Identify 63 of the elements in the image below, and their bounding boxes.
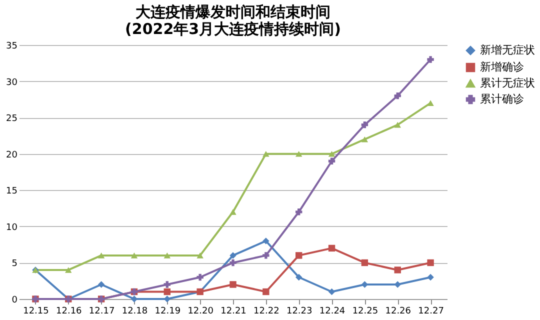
- point: [427, 100, 434, 106]
- x-tick-label: 12.25: [352, 306, 378, 316]
- point: [328, 244, 336, 252]
- point: [394, 281, 401, 288]
- point: [164, 252, 171, 258]
- x-tick-label: 12.26: [385, 306, 412, 316]
- point: [262, 288, 270, 296]
- point: [164, 288, 171, 296]
- y-tick-label: 25: [6, 114, 18, 124]
- y-tick-label: 30: [6, 78, 18, 88]
- point: [394, 92, 401, 100]
- chart-title: 大连疫情爆发时间和结束时间(2022年3月大连疫情持续时间): [125, 3, 341, 38]
- point: [196, 274, 204, 281]
- point: [427, 274, 434, 281]
- legend-label: 累计无症状: [480, 76, 535, 90]
- point: [262, 238, 270, 244]
- point: [427, 56, 434, 63]
- point: [328, 288, 336, 296]
- point: [361, 136, 368, 142]
- x-tick-label: 12.16: [56, 306, 82, 316]
- point: [164, 281, 171, 288]
- point: [230, 252, 236, 259]
- legend-label: 新增确诊: [480, 60, 524, 74]
- x-tick-label: 12.20: [188, 306, 214, 316]
- point: [328, 158, 336, 164]
- point: [196, 252, 204, 258]
- point: [130, 252, 138, 258]
- y-tick-label: 35: [6, 42, 18, 52]
- point: [230, 259, 236, 266]
- x-tick-label: 12.19: [154, 306, 181, 316]
- x-tick-label: 12.15: [23, 306, 49, 316]
- point: [295, 252, 302, 259]
- y-tick-label: 0: [12, 296, 18, 306]
- point: [394, 122, 401, 128]
- point: [98, 281, 105, 288]
- x-tick-label: 12.27: [418, 306, 444, 316]
- x-tick-label: 12.23: [286, 306, 312, 316]
- point: [361, 121, 368, 128]
- point: [65, 267, 72, 273]
- legend-label: 累计确诊: [480, 92, 524, 106]
- point: [98, 252, 105, 258]
- point: [295, 150, 302, 157]
- point: [361, 259, 368, 266]
- point: [295, 274, 302, 281]
- y-tick-label: 20: [6, 150, 18, 160]
- point: [295, 208, 302, 216]
- x-tick-label: 12.22: [254, 306, 280, 316]
- y-tick-label: 15: [6, 186, 18, 197]
- x-tick-label: 12.17: [88, 306, 115, 316]
- x-tick-label: 12.18: [122, 306, 148, 316]
- point: [230, 281, 236, 288]
- x-tick-label: 12.21: [220, 306, 246, 316]
- x-tick-label: 12.24: [319, 306, 346, 316]
- legend-label: 新增无症状: [480, 44, 535, 56]
- y-tick-label: 5: [12, 259, 18, 270]
- point: [164, 296, 171, 302]
- point: [262, 150, 270, 157]
- point: [230, 209, 236, 215]
- point: [394, 266, 401, 274]
- point: [427, 259, 434, 266]
- y-tick-label: 10: [6, 222, 18, 233]
- point: [262, 252, 270, 259]
- point: [328, 150, 336, 157]
